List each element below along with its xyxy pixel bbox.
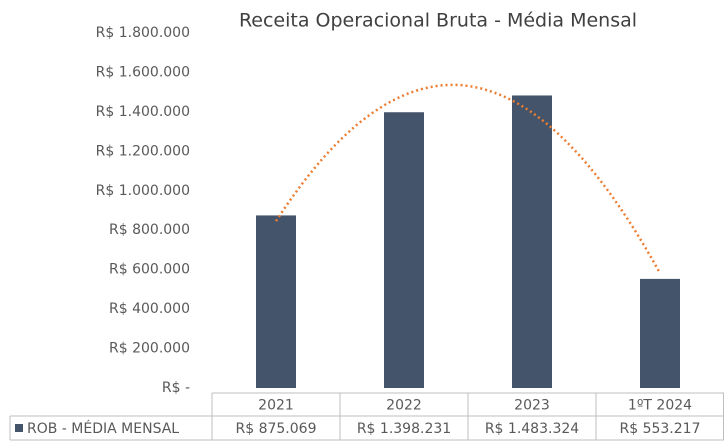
legend-swatch [15, 424, 23, 432]
bar [384, 112, 424, 388]
bar [256, 215, 296, 388]
chart-title: Receita Operacional Bruta - Média Mensal [239, 10, 637, 32]
y-tick-label: R$ - [162, 380, 190, 396]
y-tick-label: R$ 400.000 [109, 301, 190, 317]
bar [512, 95, 552, 389]
y-tick-label: R$ 600.000 [109, 262, 190, 278]
x-tick-label: 2022 [386, 398, 422, 414]
x-tick-label: 2021 [258, 398, 294, 414]
trendline [274, 83, 662, 274]
y-tick-label: R$ 1.000.000 [96, 183, 190, 199]
data-label: R$ 875.069 [236, 421, 317, 437]
data-label: R$ 1.483.324 [485, 421, 579, 437]
data-label: R$ 553.217 [620, 421, 701, 437]
x-tick-label: 1ºT 2024 [628, 398, 692, 414]
y-tick-label: R$ 1.400.000 [96, 104, 190, 120]
x-tick-label: 2023 [514, 398, 550, 414]
legend-label: ROB - MÉDIA MENSAL [27, 420, 179, 437]
data-label: R$ 1.398.231 [357, 421, 451, 437]
y-tick-label: R$ 1.800.000 [96, 25, 190, 41]
y-tick-label: R$ 200.000 [109, 341, 190, 357]
y-tick-label: R$ 1.200.000 [96, 143, 190, 159]
y-tick-label: R$ 1.600.000 [96, 64, 190, 80]
bar [640, 278, 680, 388]
y-tick-label: R$ 800.000 [109, 222, 190, 238]
